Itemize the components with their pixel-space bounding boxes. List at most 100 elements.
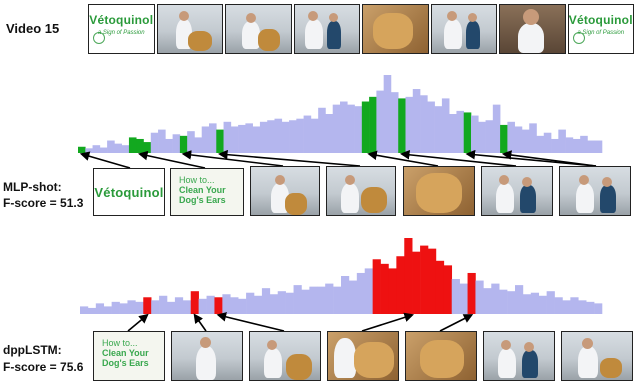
score-bar-mlp-60 xyxy=(514,126,523,153)
score-bar-mlp-38 xyxy=(354,106,363,153)
frame-ear-closeup xyxy=(362,4,429,54)
frame-vet-examining xyxy=(293,4,360,54)
selection-arrow xyxy=(181,150,284,167)
frame-vet-with-dog xyxy=(156,4,223,54)
selected-bar-mlp-9 xyxy=(143,142,152,153)
brand-logo: Vétoquinol xyxy=(89,13,154,27)
selected-bar-mlp-7 xyxy=(128,137,137,153)
score-bar-mlp-31 xyxy=(303,115,312,153)
title-line-1: How to... xyxy=(102,338,138,348)
mlp-frame-title-card: How to... Clean Your Dog's Ears xyxy=(170,168,244,216)
selected-bar-dpp-49 xyxy=(467,272,476,314)
dpp-frame-5 xyxy=(405,331,477,381)
score-bar-dpp-54 xyxy=(507,291,516,314)
selected-bar-dpp-38 xyxy=(380,263,389,314)
selected-bar-dpp-41 xyxy=(404,238,413,314)
score-bar-mlp-2 xyxy=(92,145,101,153)
score-bar-mlp-1 xyxy=(85,148,93,153)
score-bar-mlp-10 xyxy=(150,132,159,153)
brand-tagline: a Sign of Passion xyxy=(577,30,625,36)
score-bar-mlp-24 xyxy=(252,126,261,153)
mlp-frame-logo: Vétoquinol xyxy=(93,168,165,216)
score-bar-dpp-29 xyxy=(309,286,318,314)
frame-vet-speaking xyxy=(499,4,566,54)
score-bar-dpp-22 xyxy=(254,295,263,314)
score-bar-dpp-55 xyxy=(515,285,524,314)
score-bar-mlp-68 xyxy=(572,138,581,153)
score-bar-dpp-5 xyxy=(119,303,128,314)
score-bar-dpp-57 xyxy=(530,292,540,314)
frame-logo-end: Vétoquinol a Sign of Passion xyxy=(567,4,634,54)
score-bar-mlp-70 xyxy=(587,140,596,153)
score-bar-mlp-21 xyxy=(230,126,239,153)
selected-bar-mlp-53 xyxy=(463,112,472,153)
score-bar-mlp-11 xyxy=(158,129,166,153)
score-bar-mlp-69 xyxy=(580,135,588,153)
selected-bar-dpp-46 xyxy=(443,265,453,314)
score-bar-mlp-3 xyxy=(99,147,108,153)
score-bar-dpp-33 xyxy=(341,276,350,314)
selected-bar-dpp-43 xyxy=(420,245,429,314)
score-bar-mlp-65 xyxy=(551,138,559,153)
score-bar-dpp-35 xyxy=(356,272,366,314)
score-bar-mlp-35 xyxy=(332,104,341,153)
score-bar-dpp-63 xyxy=(578,300,587,314)
score-bar-dpp-19 xyxy=(230,297,239,314)
score-bar-mlp-5 xyxy=(114,143,122,153)
score-bar-dpp-9 xyxy=(151,300,160,314)
score-bar-dpp-60 xyxy=(554,297,563,314)
score-bar-mlp-47 xyxy=(420,95,428,153)
selected-bar-mlp-58 xyxy=(500,124,508,153)
video-frame-strip: Vétoquinol a Sign of Passion Vétoquinol … xyxy=(88,4,634,54)
score-bar-mlp-67 xyxy=(565,137,574,153)
score-bar-mlp-28 xyxy=(281,121,290,153)
mlp-frame-7 xyxy=(559,166,631,216)
score-bar-dpp-34 xyxy=(348,280,358,314)
score-bar-mlp-43 xyxy=(390,92,399,153)
score-bar-dpp-23 xyxy=(261,288,271,314)
video-label: Video 15 xyxy=(6,21,60,36)
dpplstm-label: dppLSTM: xyxy=(3,343,62,357)
score-bar-mlp-20 xyxy=(223,121,232,153)
score-bar-dpp-27 xyxy=(293,285,302,314)
score-bar-mlp-16 xyxy=(194,137,203,153)
score-bar-mlp-46 xyxy=(412,89,421,153)
score-bar-mlp-54 xyxy=(471,115,479,153)
selection-arrow xyxy=(127,313,149,332)
score-bar-dpp-51 xyxy=(483,288,492,314)
score-bar-dpp-25 xyxy=(277,291,286,314)
score-bar-mlp-61 xyxy=(521,129,530,153)
mlp-frame-6 xyxy=(481,166,553,216)
score-bar-dpp-10 xyxy=(159,295,168,314)
score-bar-mlp-18 xyxy=(209,123,217,153)
title-line-3: Dog's Ears xyxy=(102,358,149,368)
score-bar-dpp-36 xyxy=(364,268,373,314)
score-bar-mlp-57 xyxy=(492,104,501,153)
score-bar-dpp-20 xyxy=(238,298,247,314)
mlp-frame-4 xyxy=(326,166,396,216)
score-bar-dpp-26 xyxy=(285,292,294,314)
score-bar-mlp-50 xyxy=(441,98,450,153)
title-line-1: How to... xyxy=(179,175,215,185)
selected-bar-mlp-40 xyxy=(369,96,377,153)
score-bar-dpp-28 xyxy=(301,289,310,314)
score-bar-mlp-26 xyxy=(267,120,275,153)
dpp-frame-2 xyxy=(171,331,243,381)
selected-bar-mlp-8 xyxy=(136,138,144,153)
brand-logo: Vétoquinol xyxy=(568,13,633,27)
selection-arrow xyxy=(399,150,517,167)
score-bar-dpp-0 xyxy=(80,306,89,314)
selection-arrow xyxy=(367,150,439,167)
seal-icon xyxy=(93,32,105,44)
selected-bar-mlp-14 xyxy=(179,135,188,153)
selected-bar-mlp-0 xyxy=(78,146,86,153)
score-bar-mlp-55 xyxy=(478,121,486,153)
score-bar-mlp-37 xyxy=(347,104,355,153)
selected-bar-dpp-44 xyxy=(428,248,437,314)
mlp-shot-score: F-score = 51.3 xyxy=(3,196,84,210)
dpp-frame-7 xyxy=(561,331,633,381)
score-bar-dpp-64 xyxy=(586,301,595,314)
score-bar-dpp-47 xyxy=(451,279,460,314)
score-bar-mlp-45 xyxy=(405,96,414,153)
score-bar-dpp-52 xyxy=(491,283,500,314)
